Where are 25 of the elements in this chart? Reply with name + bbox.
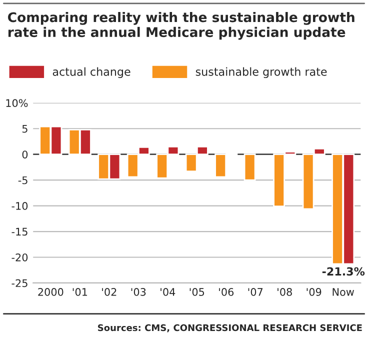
x-tick-label: '02 [102, 288, 116, 296]
legend-label: actual change [52, 67, 130, 78]
x-tick-label: '03 [131, 288, 146, 296]
y-tick-label: -20 [12, 253, 28, 262]
data-label: -21.3% [322, 267, 365, 276]
y-tick-label: -10 [12, 202, 28, 210]
x-tick-label: '07 [248, 288, 263, 296]
x-tick-label: '08 [278, 288, 292, 296]
x-tick-label: '05 [190, 288, 204, 296]
x-tick-label: 2000 [38, 288, 64, 296]
source-note: Sources: CMS, CONGRESSIONAL RESEARCH SERVICE [98, 324, 362, 332]
y-tick-label: -15 [12, 228, 28, 236]
y-tick-label: 5 [22, 124, 28, 133]
legend-label: sustainable growth rate [196, 67, 327, 78]
y-tick-label: 10% [6, 99, 28, 108]
y-tick-label: -5 [18, 176, 28, 184]
chart-title: Comparing reality with the sustainable growth rate in the annual Medicare physician update [8, 12, 354, 40]
y-tick-label: 0 [22, 150, 28, 158]
x-tick-label: '06 [219, 288, 234, 296]
bar [244, 154, 256, 181]
x-tick-label: '04 [160, 288, 176, 296]
x-tick-label: '01 [72, 288, 88, 296]
y-tick-label: -25 [12, 279, 28, 288]
x-tick-label: Now [332, 288, 354, 296]
x-tick-label: '09 [306, 288, 322, 296]
